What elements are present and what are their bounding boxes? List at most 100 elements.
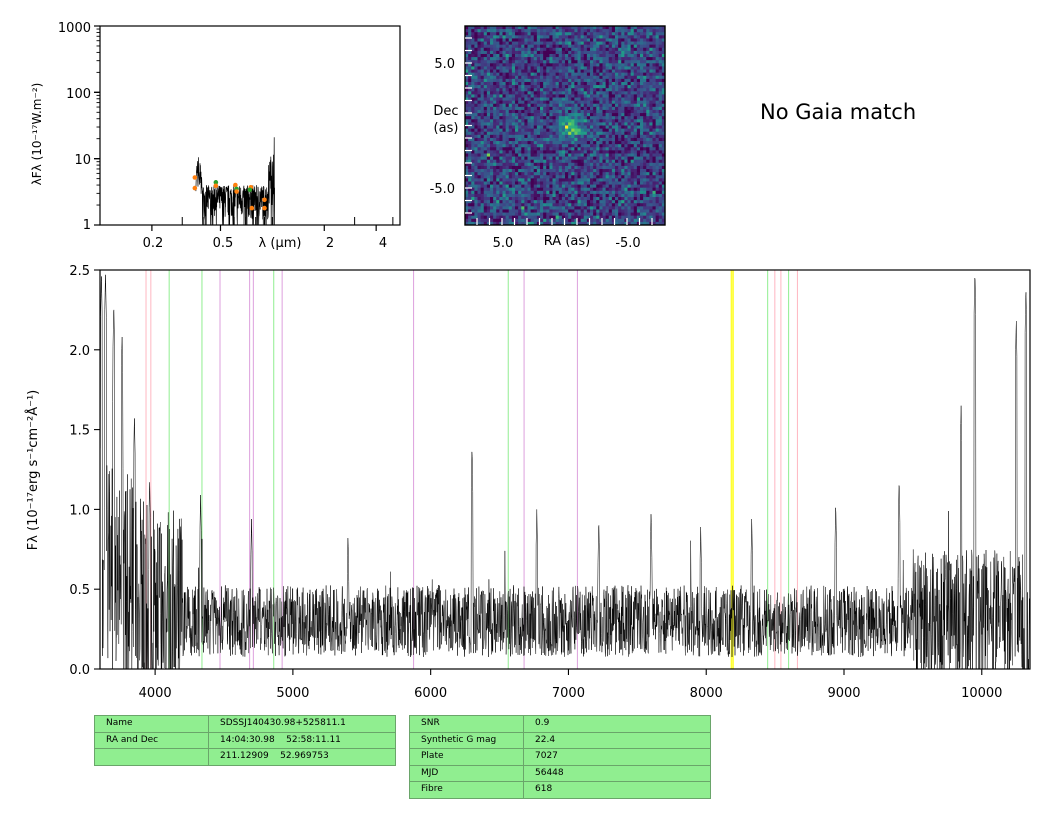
image-pixel [658,78,663,83]
image-pixel [471,203,475,207]
image-pixel [511,35,516,39]
image-pixel [611,197,616,201]
image-pixel [561,63,566,67]
image-pixel [608,116,613,120]
image-pixel [508,122,513,126]
image-pixel [655,26,660,30]
image-pixel [521,190,525,195]
image-pixel [636,113,641,117]
image-pixel [658,29,663,33]
image-pixel [530,97,535,102]
image-pixel [515,137,519,142]
image-pixel [640,44,644,49]
image-pixel [511,100,516,105]
image-pixel [490,137,494,142]
image-pixel [486,26,491,30]
image-pixel [605,159,610,164]
image-pixel [561,212,566,217]
image-pixel [583,172,588,176]
image-pixel [496,221,500,226]
image-pixel [505,184,510,189]
image-pixel [561,131,566,136]
image-pixel [596,144,600,148]
image-pixel [540,159,544,164]
image-pixel [643,47,647,52]
image-pixel [555,137,560,142]
image-pixel [536,200,541,204]
image-pixel [518,178,522,182]
image-pixel [518,32,522,36]
image-pixel [577,26,582,30]
image-pixel [652,97,657,102]
image-pixel [565,78,569,83]
image-pixel [465,63,469,67]
image-pixel [496,69,500,74]
image-pixel [555,131,560,136]
image-pixel [661,165,666,170]
image-pixel [646,184,650,189]
image-pixel [605,169,610,173]
image-pixel [471,197,475,201]
image-pixel [624,150,628,154]
image-pixel [627,128,632,133]
image-pixel [515,190,519,195]
image-pixel [561,116,566,120]
image-pixel [602,215,607,220]
image-pixel [590,119,594,123]
image-pixel [596,150,600,154]
image-pixel [630,147,635,151]
image-pixel [615,153,619,157]
image-pixel [624,153,628,157]
image-pixel [515,147,519,151]
image-pixel [477,116,482,120]
image-pixel [471,200,475,204]
image-pixel [555,184,560,189]
image-pixel [480,178,485,182]
image-pixel [599,187,603,192]
image-pixel [636,57,641,61]
image-pixel [640,113,644,117]
image-pixel [552,141,557,145]
image-pixel [605,147,610,151]
image-pixel [602,187,607,192]
image-pixel [486,69,491,74]
image-pixel [590,41,594,46]
image-pixel [630,187,635,192]
image-pixel [511,141,516,145]
image-pixel [530,178,535,182]
image-pixel [515,50,519,55]
image-pixel [558,94,563,98]
image-pixel [524,215,528,220]
image-pixel [530,88,535,92]
image-pixel [655,162,660,167]
image-pixel [633,113,638,117]
image-pixel [552,184,557,189]
image-pixel [468,122,472,126]
image-pixel [521,26,525,30]
image-pixel [599,69,603,74]
image-pixel [515,66,519,70]
image-pixel [543,103,547,108]
image-pixel [505,178,510,182]
info-right-key-cell: MJD [409,764,524,783]
image-pixel [511,175,516,179]
image-pixel [552,200,557,204]
image-pixel [561,57,566,61]
image-pixel [608,137,613,142]
image-pixel [615,29,619,33]
image-pixel [571,190,575,195]
image-pixel [574,35,578,39]
image-pixel [568,72,572,77]
image-pixel [655,85,660,89]
image-pixel [474,156,478,161]
image-pixel [480,165,485,170]
image-pixel [555,187,560,192]
image-pixel [636,131,641,136]
image-pixel [505,97,510,102]
image-pixel [490,44,494,49]
spectrum-axes-frame [99,269,1031,670]
image-pixel [490,47,494,52]
image-pixel [643,100,647,105]
image-pixel [474,197,478,201]
image-pixel [615,32,619,36]
